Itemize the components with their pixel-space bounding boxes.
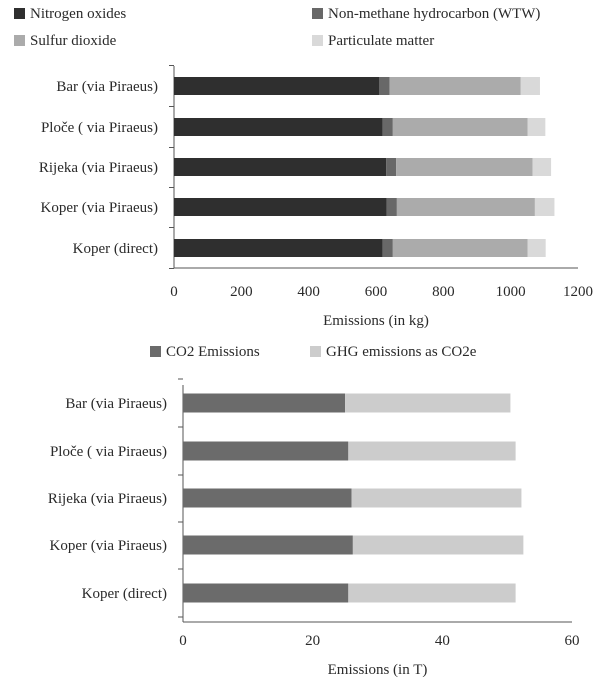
x-tick-label: 1000 (496, 284, 526, 300)
bar-segment-0-3-0 (174, 198, 387, 216)
legend-label: Nitrogen oxides (30, 6, 126, 22)
bar-segment-0-4-2 (392, 239, 528, 257)
category-label: Rijeka (via Piraeus) (48, 491, 167, 507)
bar-segment-0-3-2 (396, 198, 535, 216)
legend-swatch-1-0 (150, 346, 161, 357)
x-tick-label: 20 (305, 633, 320, 649)
bar-segment-0-1-1 (382, 118, 393, 136)
x-tick-label: 0 (170, 284, 178, 300)
bar-segment-0-4-3 (527, 239, 546, 257)
bar-segment-1-0-0 (183, 393, 346, 413)
bar-segment-0-0-2 (389, 77, 521, 95)
bar-segment-0-2-3 (532, 158, 552, 176)
legend-label: Non-methane hydrocarbon (WTW) (328, 6, 540, 22)
bar-segment-0-0-0 (174, 77, 380, 95)
x-axis-title: Emissions (in kg) (323, 313, 429, 329)
category-label: Bar (via Piraeus) (56, 79, 158, 95)
bar-segment-1-1-1 (348, 441, 516, 461)
x-tick-label: 200 (230, 284, 253, 300)
legend-swatch-0-0 (14, 8, 25, 19)
category-label: Bar (via Piraeus) (65, 396, 167, 412)
category-label: Koper (via Piraeus) (41, 200, 158, 216)
legend-label: Sulfur dioxide (30, 33, 117, 49)
category-label: Koper (via Piraeus) (50, 538, 167, 554)
category-label: Ploče ( via Piraeus) (41, 120, 158, 136)
bar-segment-0-1-3 (527, 118, 546, 136)
bar-segment-0-4-0 (174, 239, 383, 257)
bar-segment-1-0-1 (345, 393, 511, 413)
x-tick-label: 400 (297, 284, 320, 300)
bar-segment-1-4-0 (183, 583, 349, 603)
x-tick-label: 0 (179, 633, 187, 649)
bar-segment-1-2-0 (183, 488, 352, 508)
bar-segment-0-2-1 (386, 158, 397, 176)
category-label: Koper (direct) (82, 586, 167, 602)
x-tick-label: 60 (565, 633, 580, 649)
legend-label: Particulate matter (328, 33, 434, 49)
legend-swatch-0-1 (312, 8, 323, 19)
bar-segment-0-1-2 (392, 118, 528, 136)
legend-label: GHG emissions as CO2e (326, 344, 477, 360)
bar-segment-1-3-0 (183, 535, 353, 555)
bar-segment-0-2-2 (396, 158, 533, 176)
category-label: Ploče ( via Piraeus) (50, 444, 167, 460)
bar-segment-0-3-3 (534, 198, 555, 216)
bar-segment-0-1-0 (174, 118, 383, 136)
bar-segment-0-2-0 (174, 158, 387, 176)
bar-segment-1-4-1 (348, 583, 516, 603)
legend-swatch-0-3 (312, 35, 323, 46)
x-tick-label: 40 (435, 633, 450, 649)
legend-swatch-0-2 (14, 35, 25, 46)
legend-label: CO2 Emissions (166, 344, 260, 360)
bar-segment-1-2-1 (351, 488, 522, 508)
bar-segment-0-0-1 (379, 77, 390, 95)
x-tick-label: 600 (365, 284, 388, 300)
bar-segment-0-3-1 (386, 198, 397, 216)
x-tick-label: 1200 (563, 284, 593, 300)
bar-segment-0-4-1 (382, 239, 393, 257)
legend-swatch-1-1 (310, 346, 321, 357)
bar-segment-1-1-0 (183, 441, 349, 461)
bar-segment-0-0-3 (520, 77, 540, 95)
category-label: Koper (direct) (73, 241, 158, 257)
category-label: Rijeka (via Piraeus) (39, 160, 158, 176)
bar-segment-1-3-1 (352, 535, 524, 555)
x-tick-label: 800 (432, 284, 455, 300)
x-axis-title: Emissions (in T) (328, 662, 428, 678)
